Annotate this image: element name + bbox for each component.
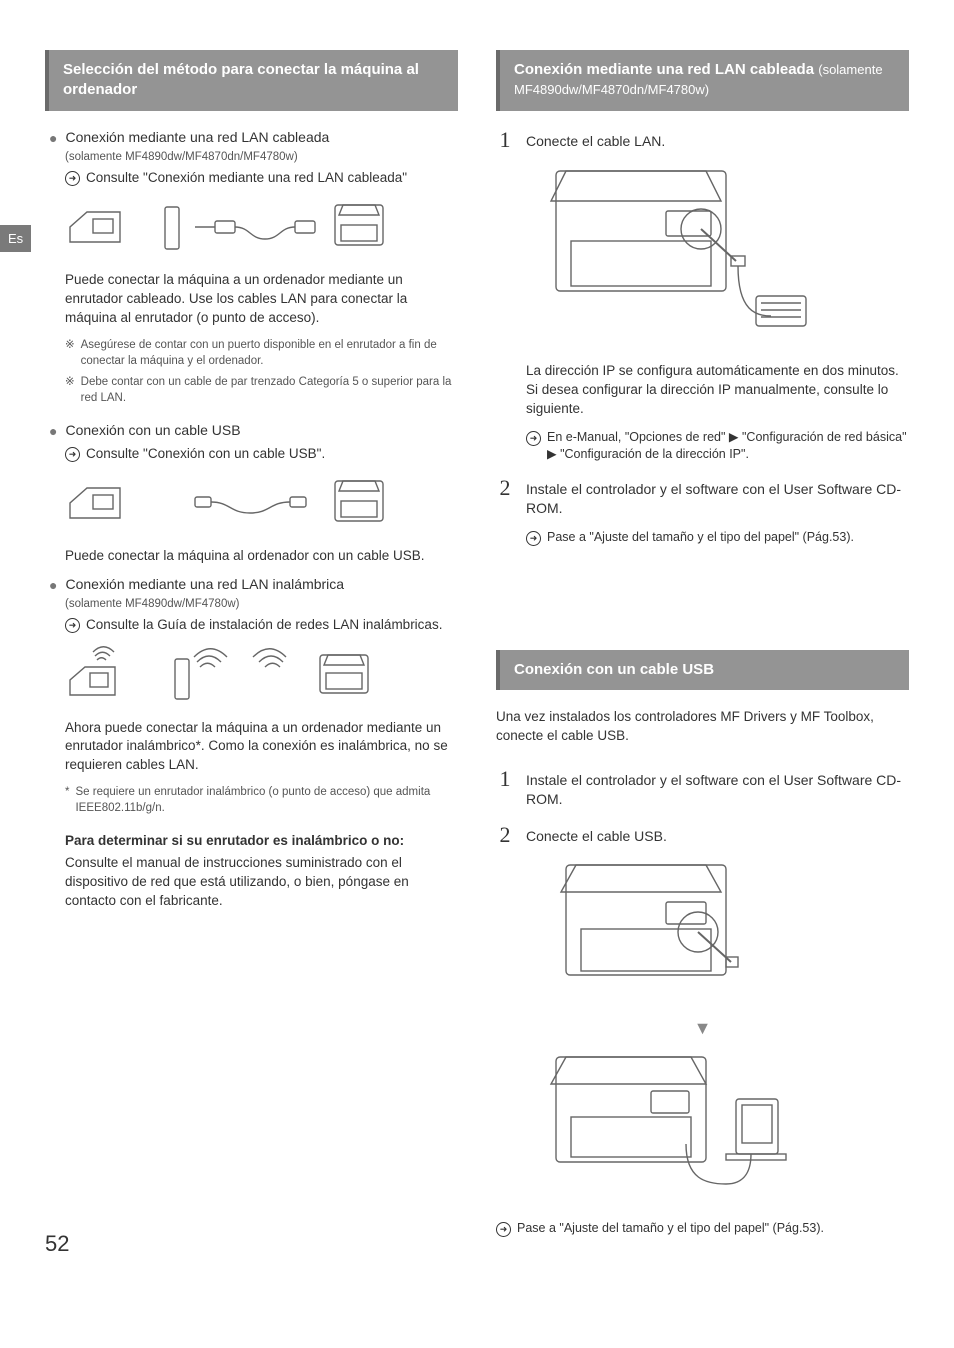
router-check-text: Consulte el manual de instrucciones sumi…	[65, 854, 458, 911]
reference-icon: ➜	[65, 171, 80, 186]
language-tab: Es	[0, 225, 31, 252]
option1-reference: Consulte "Conexión mediante una red LAN …	[86, 169, 458, 187]
footnote-mark: ※	[65, 375, 75, 406]
option1-paragraph: Puede conectar la máquina a un ordenador…	[65, 271, 458, 328]
option2-title: Conexión con un cable USB	[65, 422, 458, 442]
section-header-wired: Conexión mediante una red LAN cableada (…	[496, 50, 909, 111]
option3-paragraph: Ahora puede conectar la máquina a un ord…	[65, 719, 458, 776]
wired-header-main: Conexión mediante una red LAN cableada	[514, 61, 818, 78]
wired-lan-illustration	[65, 197, 458, 257]
section-header-usb: Conexión con un cable USB	[496, 650, 909, 690]
reference-icon: ➜	[526, 431, 541, 446]
usb-step2-text: Conecte el cable USB.	[526, 824, 909, 847]
option1-model-note: (solamente MF4890dw/MF4870dn/MF4780w)	[65, 151, 458, 163]
wired-step2-reference: Pase a "Ajuste del tamaño y el tipo del …	[547, 529, 909, 546]
wired-step1-paragraph: La dirección IP se configura automáticam…	[526, 362, 909, 419]
usb-final-reference: Pase a "Ajuste del tamaño y el tipo del …	[517, 1220, 909, 1237]
router-check-heading: Para determinar si su enrutador es inalá…	[65, 832, 458, 850]
option1-title: Conexión mediante una red LAN cableada	[65, 129, 458, 149]
step-number-2: 2	[496, 477, 514, 519]
section-header-selection: Selección del método para conectar la má…	[45, 50, 458, 111]
wireless-illustration	[65, 645, 458, 705]
option1-footnote2: Debe contar con un cable de par trenzado…	[81, 375, 458, 406]
reference-icon: ➜	[496, 1222, 511, 1237]
wired-step1-illustration	[526, 161, 909, 346]
bullet-icon: ●	[49, 129, 57, 149]
usb-step2-illustration-top	[526, 857, 909, 1002]
bullet-icon: ●	[49, 422, 57, 442]
option3-footnote: Se requiere un enrutador inalámbrico (o …	[75, 785, 458, 816]
step-number-1: 1	[496, 129, 514, 152]
footnote-mark: *	[65, 785, 69, 816]
usb-step2-illustration-bottom	[526, 1049, 909, 1204]
option3-title: Conexión mediante una red LAN inalámbric…	[65, 576, 458, 596]
usb-intro-paragraph: Una vez instalados los controladores MF …	[496, 708, 909, 746]
wired-step1-reference: En e-Manual, "Opciones de red" ▶ "Config…	[547, 429, 909, 463]
option3-reference: Consulte la Guía de instalación de redes…	[86, 616, 458, 634]
wired-step2-text: Instale el controlador y el software con…	[526, 477, 909, 519]
right-column: Conexión mediante una red LAN cableada (…	[496, 50, 909, 1251]
reference-icon: ➜	[65, 447, 80, 462]
page-number: 52	[45, 1231, 69, 1257]
step-number-2: 2	[496, 824, 514, 847]
reference-icon: ➜	[526, 531, 541, 546]
usb-illustration	[65, 473, 458, 533]
usb-step1-text: Instale el controlador y el software con…	[526, 768, 909, 810]
option2-reference: Consulte "Conexión con un cable USB".	[86, 445, 458, 463]
reference-icon: ➜	[65, 618, 80, 633]
footnote-mark: ※	[65, 338, 75, 369]
option2-paragraph: Puede conectar la máquina al ordenador c…	[65, 547, 458, 566]
bullet-icon: ●	[49, 576, 57, 596]
step-number-1: 1	[496, 768, 514, 810]
option1-footnote1: Asegúrese de contar con un puerto dispon…	[81, 338, 458, 369]
left-column: Selección del método para conectar la má…	[45, 50, 458, 1251]
option3-model-note: (solamente MF4890dw/MF4780w)	[65, 598, 458, 610]
down-arrow-icon: ▼	[496, 1018, 909, 1039]
wired-step1-text: Conecte el cable LAN.	[526, 129, 909, 152]
